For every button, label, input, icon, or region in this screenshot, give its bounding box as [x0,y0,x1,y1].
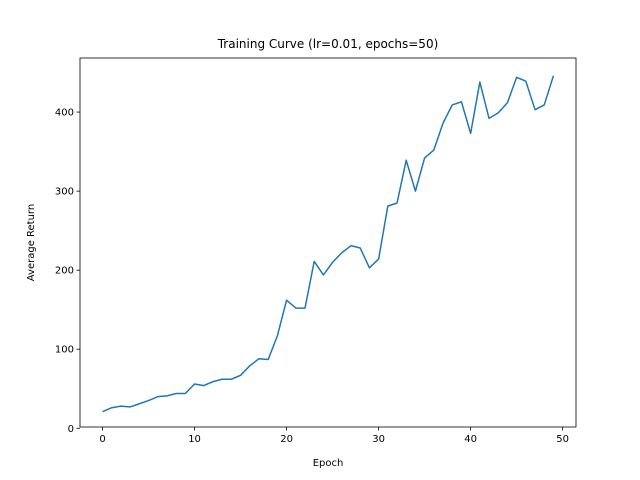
x-tick-label: 10 [188,434,201,445]
x-tick-label: 50 [556,434,569,445]
y-tick-label: 400 [55,108,74,119]
x-axis-title: Epoch [313,458,344,469]
y-tick-label: 0 [68,424,74,435]
series-line-0 [102,75,555,413]
chart-title: Training Curve (lr=0.01, epochs=50) [217,37,439,51]
x-tick-label: 40 [464,434,477,445]
x-tick-label: 30 [372,434,385,445]
axes-frame [79,57,577,428]
y-tick-label: 100 [55,345,74,356]
y-tick-label: 300 [55,187,74,198]
x-tick-label: 20 [280,434,293,445]
y-axis-title: Average Return [26,204,37,281]
y-tick-label: 200 [55,266,74,277]
plot-area: 0 10 20 30 40 50 0 100 200 300 400 [55,57,577,445]
x-tick-label: 0 [99,434,105,445]
